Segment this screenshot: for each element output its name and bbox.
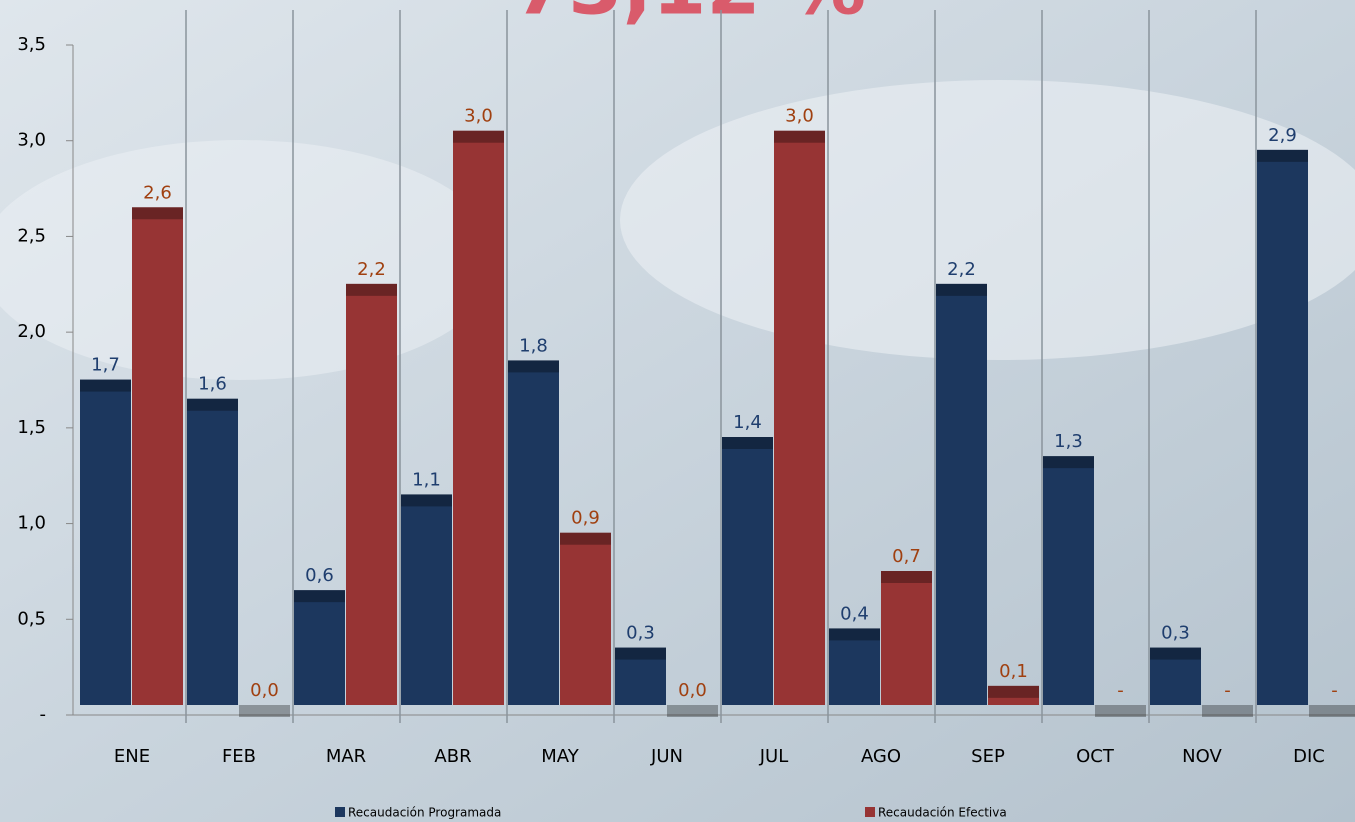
- bar-cap: [988, 686, 1039, 698]
- bar-cap: [1309, 705, 1355, 717]
- y-tick-label: 2,5: [17, 225, 46, 246]
- chart: 73,12 % - 0,5 1,0 1,5 2,0 2,5 3,0 3,5 ENE FEB MAR A…: [0, 0, 1355, 822]
- legend-label: Recaudación Efectiva: [878, 806, 1007, 820]
- data-label: 2,2: [357, 259, 386, 280]
- x-tick-label: MAY: [541, 746, 579, 767]
- bar-cap: [936, 284, 987, 296]
- y-tick-label: -: [40, 704, 47, 725]
- data-label: 0,6: [305, 565, 334, 586]
- bar-cap: [1095, 705, 1146, 717]
- data-label: 2,2: [947, 259, 976, 280]
- x-tick-label: ENE: [114, 746, 150, 767]
- bar: [1257, 150, 1308, 705]
- legend-swatch: [335, 807, 345, 817]
- x-tick-label: MAR: [326, 746, 366, 767]
- bar-cap: [722, 437, 773, 449]
- bar: [294, 590, 345, 705]
- bar-cap: [829, 628, 880, 640]
- data-label: 0,3: [1161, 623, 1190, 644]
- data-label: -: [1331, 680, 1338, 701]
- bar: [560, 533, 611, 705]
- bar: [187, 399, 238, 705]
- data-label: 0,9: [571, 508, 600, 529]
- x-tick-label: JUL: [759, 746, 789, 767]
- bar: [508, 360, 559, 705]
- data-label: 0,0: [678, 680, 707, 701]
- x-tick-label: AGO: [861, 746, 901, 767]
- data-label: 1,3: [1054, 431, 1083, 452]
- chart-title: 73,12 %: [514, 0, 866, 32]
- x-tick-label: NOV: [1182, 746, 1222, 767]
- y-tick-label: 3,0: [17, 130, 46, 151]
- bar-cap: [453, 131, 504, 143]
- x-tick-label: DIC: [1293, 746, 1325, 767]
- bar-cap: [508, 360, 559, 372]
- data-label: 3,0: [785, 106, 814, 127]
- bar: [346, 284, 397, 705]
- y-tick-label: 3,5: [17, 34, 46, 55]
- x-tick-label: OCT: [1076, 746, 1115, 767]
- data-label: 1,4: [733, 412, 762, 433]
- bar-cap: [401, 494, 452, 506]
- data-label: -: [1117, 680, 1124, 701]
- bar: [936, 284, 987, 705]
- bar-cap: [615, 648, 666, 660]
- data-label: 0,0: [250, 680, 279, 701]
- y-tick-label: 0,5: [17, 608, 46, 629]
- x-tick-label: FEB: [222, 746, 256, 767]
- bar-cap: [1257, 150, 1308, 162]
- bar: [132, 207, 183, 705]
- legend-label: Recaudación Programada: [348, 806, 501, 820]
- data-label: 1,6: [198, 374, 227, 395]
- data-label: 2,6: [143, 182, 172, 203]
- bar-cap: [80, 380, 131, 392]
- data-label: 1,7: [91, 355, 120, 376]
- bar-cap: [1202, 705, 1253, 717]
- y-tick-label: 1,0: [17, 513, 46, 534]
- legend-swatch: [865, 807, 875, 817]
- background-shape: [620, 80, 1355, 360]
- bar-cap: [1043, 456, 1094, 468]
- bar-cap: [560, 533, 611, 545]
- background-shape: [0, 140, 500, 380]
- bar-cap: [774, 131, 825, 143]
- bar: [1043, 456, 1094, 705]
- bar: [881, 571, 932, 705]
- bar-cap: [294, 590, 345, 602]
- bar: [722, 437, 773, 705]
- data-label: -: [1224, 680, 1231, 701]
- x-tick-label: JUN: [650, 746, 683, 767]
- data-label: 1,8: [519, 335, 548, 356]
- x-tick-label: SEP: [971, 746, 1005, 767]
- bar-cap: [187, 399, 238, 411]
- bar: [401, 494, 452, 705]
- bar-cap: [239, 705, 290, 717]
- bar-cap: [881, 571, 932, 583]
- x-tick-label: ABR: [434, 746, 471, 767]
- data-label: 0,1: [999, 661, 1028, 682]
- bar-cap: [346, 284, 397, 296]
- data-label: 1,1: [412, 469, 441, 490]
- bar-cap: [1150, 648, 1201, 660]
- bar-cap: [132, 207, 183, 219]
- y-tick-label: 2,0: [17, 321, 46, 342]
- data-label: 3,0: [464, 106, 493, 127]
- data-label: 2,9: [1268, 125, 1297, 146]
- y-tick-label: 1,5: [17, 417, 46, 438]
- bar: [80, 380, 131, 705]
- bar-cap: [667, 705, 718, 717]
- data-label: 0,3: [626, 623, 655, 644]
- data-label: 0,4: [840, 603, 869, 624]
- data-label: 0,7: [892, 546, 921, 567]
- bar: [774, 131, 825, 705]
- bar: [453, 131, 504, 705]
